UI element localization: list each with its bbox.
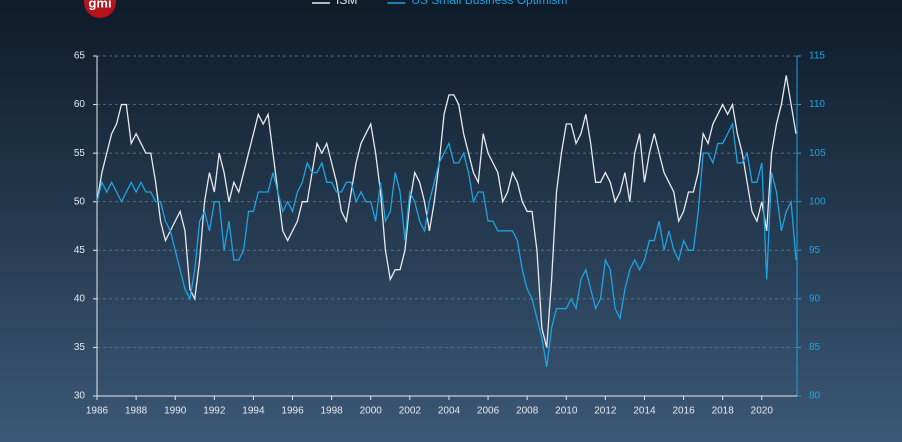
x-tick-label: 1988 <box>125 406 148 417</box>
x-tick-label: 1998 <box>321 406 344 417</box>
x-tick-label: 2010 <box>555 406 578 417</box>
y2-tick-label: 110 <box>809 99 825 110</box>
x-tick-label: 2016 <box>672 406 695 417</box>
y-tick-label: 40 <box>74 293 86 304</box>
logo: gmi <box>88 0 111 10</box>
x-tick-label: 2006 <box>477 406 500 417</box>
y2-tick-label: 85 <box>809 342 821 353</box>
x-tick-label: 2012 <box>594 406 617 417</box>
series-line <box>96 75 797 348</box>
x-tick-label: 2002 <box>399 406 422 417</box>
x-tick-label: 2000 <box>360 406 383 417</box>
x-tick-label: 1992 <box>203 406 226 417</box>
x-tick-label: 1996 <box>281 406 304 417</box>
legend-label: US Small Business Optimism <box>411 0 567 7</box>
y-tick-label: 45 <box>74 245 86 256</box>
y2-tick-label: 105 <box>809 148 826 159</box>
logo-mark <box>84 0 116 18</box>
y2-tick-label: 90 <box>809 293 821 304</box>
x-tick-label: 2004 <box>438 406 461 417</box>
y2-tick-label: 100 <box>809 196 826 207</box>
x-tick-label: 1990 <box>164 406 187 417</box>
x-tick-label: 2014 <box>633 406 656 417</box>
y2-tick-label: 95 <box>809 245 821 256</box>
x-tick-label: 2020 <box>751 406 774 417</box>
y-tick-label: 35 <box>74 342 86 353</box>
x-tick-label: 1986 <box>86 406 109 417</box>
y-tick-label: 50 <box>74 196 86 207</box>
y2-tick-label: 115 <box>809 51 825 62</box>
x-tick-label: 2008 <box>516 406 539 417</box>
x-tick-label: 1994 <box>242 406 265 417</box>
x-tick-label: 2018 <box>712 406 735 417</box>
y-tick-label: 55 <box>74 148 86 159</box>
y-tick-label: 30 <box>74 391 86 402</box>
y2-tick-label: 80 <box>809 391 821 402</box>
y-tick-label: 60 <box>74 99 86 110</box>
series-line <box>96 121 797 367</box>
legend-label: ISM <box>336 0 357 7</box>
y-tick-label: 65 <box>74 51 86 62</box>
